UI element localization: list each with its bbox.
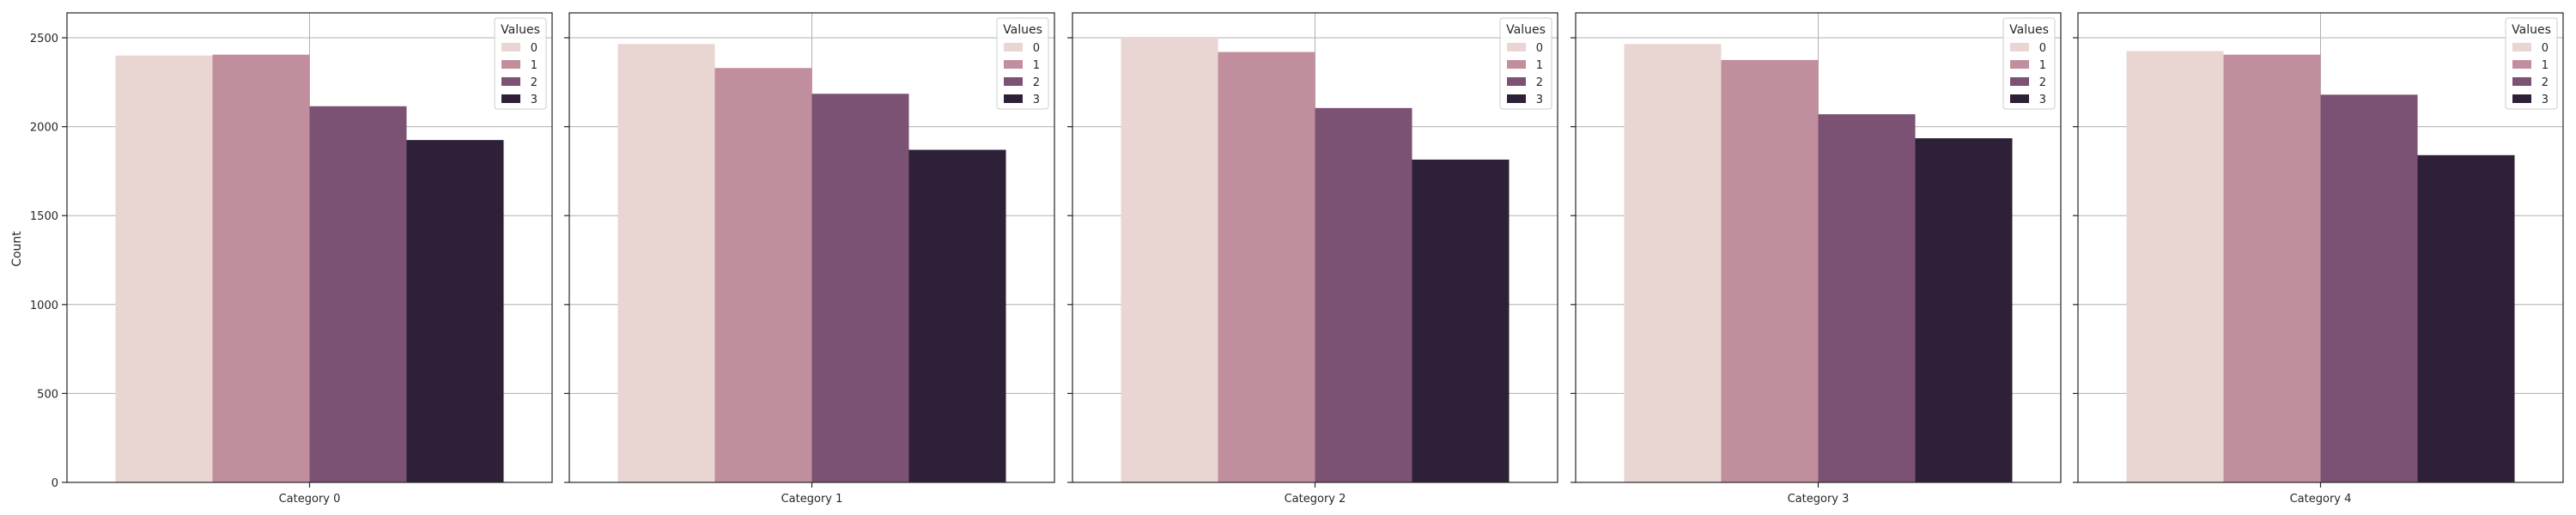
bar-category-1-value-0 (617, 44, 715, 483)
legend: Values 0 1 2 3 (996, 17, 1049, 110)
legend-swatch-0 (2010, 43, 2029, 52)
bar-category-1-value-2 (811, 94, 909, 482)
legend-label-3: 3 (531, 94, 538, 106)
y-tick-label-0: 0 (52, 477, 58, 490)
bar-category-3-value-3 (1915, 138, 2013, 483)
panel-3: Category 3 Values 0 1 2 3 (1571, 12, 2062, 506)
bar-category-0-value-0 (115, 55, 213, 483)
legend-swatch-1 (501, 60, 520, 69)
bar-category-4-value-3 (2417, 154, 2515, 482)
legend-label-1: 1 (1536, 59, 1543, 72)
legend-label-0: 0 (2039, 42, 2046, 55)
bar-category-2-value-1 (1218, 52, 1315, 482)
legend-label-2: 2 (1033, 76, 1040, 89)
legend-swatch-0 (501, 43, 520, 52)
x-tick-label-category-4: Category 4 (2290, 493, 2352, 506)
legend-label-1: 1 (531, 59, 538, 72)
y-tick-label-1: 500 (37, 388, 58, 401)
legend-swatch-1 (1004, 60, 1023, 69)
legend-label-2: 2 (2039, 76, 2046, 89)
legend-title: Values (2009, 23, 2049, 37)
legend-label-0: 0 (2542, 42, 2549, 55)
legend-label-3: 3 (2039, 94, 2046, 106)
bar-category-4-value-0 (2126, 51, 2224, 482)
y-tick-label-3: 1500 (30, 210, 58, 223)
legend-title: Values (2512, 23, 2551, 37)
y-tick-label-2: 1000 (30, 300, 58, 312)
bar-category-3-value-1 (1721, 59, 1819, 482)
legend-swatch-3 (2512, 94, 2531, 103)
legend: Values 0 1 2 3 (494, 17, 547, 110)
x-tick-label-category-2: Category 2 (1285, 493, 1346, 506)
legend-swatch-2 (1004, 77, 1023, 86)
legend-swatch-1 (2010, 60, 2029, 69)
x-tick-label-category-1: Category 1 (781, 493, 843, 506)
legend-label-2: 2 (2542, 76, 2549, 89)
legend-title: Values (501, 23, 540, 37)
bar-category-0-value-2 (309, 106, 407, 482)
legend-label-1: 1 (2542, 59, 2549, 72)
legend-label-0: 0 (1536, 42, 1543, 55)
y-tick-label-4: 2000 (30, 122, 58, 135)
legend-swatch-0 (2512, 43, 2531, 52)
legend-swatch-2 (501, 77, 520, 86)
panel-0: 0 500 1000 1500 2000 2500 Category 0 Values 0 1 2 3 (30, 12, 553, 506)
y-axis-label: Count (10, 231, 24, 267)
legend-swatch-2 (2010, 77, 2029, 86)
x-tick-label-category-3: Category 3 (1788, 493, 1850, 506)
legend-swatch-1 (1507, 60, 1526, 69)
bar-category-1-value-1 (714, 68, 812, 482)
legend-swatch-2 (2512, 77, 2531, 86)
panel-1: Category 1 Values 0 1 2 3 (564, 12, 1055, 506)
panel-4: Category 4 Values 0 1 2 3 (2073, 12, 2564, 506)
bar-category-0-value-1 (212, 54, 310, 483)
legend-label-0: 0 (1033, 42, 1040, 55)
bar-category-2-value-2 (1315, 107, 1413, 483)
bar-category-2-value-0 (1121, 36, 1218, 482)
bar-category-4-value-2 (2320, 94, 2418, 482)
legend-label-2: 2 (1536, 76, 1543, 89)
panel-2: Category 2 Values 0 1 2 3 (1067, 12, 1558, 506)
bar-category-0-value-3 (406, 140, 504, 483)
legend-swatch-1 (2512, 60, 2531, 69)
bar-category-3-value-0 (1624, 44, 1722, 483)
bar-category-3-value-2 (1818, 114, 1916, 482)
legend-title: Values (1506, 23, 1546, 37)
y-tick-label-5: 2500 (30, 33, 58, 45)
legend-label-3: 3 (1536, 94, 1543, 106)
legend: Values 0 1 2 3 (1499, 17, 1552, 110)
legend-swatch-2 (1507, 77, 1526, 86)
legend-title: Values (1003, 23, 1042, 37)
legend: Values 0 1 2 3 (2002, 17, 2056, 110)
bar-category-2-value-3 (1412, 159, 1510, 482)
legend: Values 0 1 2 3 (2505, 17, 2558, 110)
legend-swatch-3 (2010, 94, 2029, 103)
legend-label-2: 2 (531, 76, 538, 89)
legend-swatch-0 (1004, 43, 1023, 52)
legend-swatch-3 (501, 94, 520, 103)
legend-swatch-3 (1507, 94, 1526, 103)
bar-category-1-value-3 (908, 149, 1006, 482)
legend-swatch-3 (1004, 94, 1023, 103)
legend-swatch-0 (1507, 43, 1526, 52)
bar-category-4-value-1 (2223, 54, 2321, 483)
legend-label-1: 1 (1033, 59, 1040, 72)
x-tick-label-category-0: Category 0 (279, 493, 341, 506)
legend-label-3: 3 (2542, 94, 2549, 106)
legend-label-1: 1 (2039, 59, 2046, 72)
legend-label-0: 0 (531, 42, 538, 55)
legend-label-3: 3 (1033, 94, 1040, 106)
